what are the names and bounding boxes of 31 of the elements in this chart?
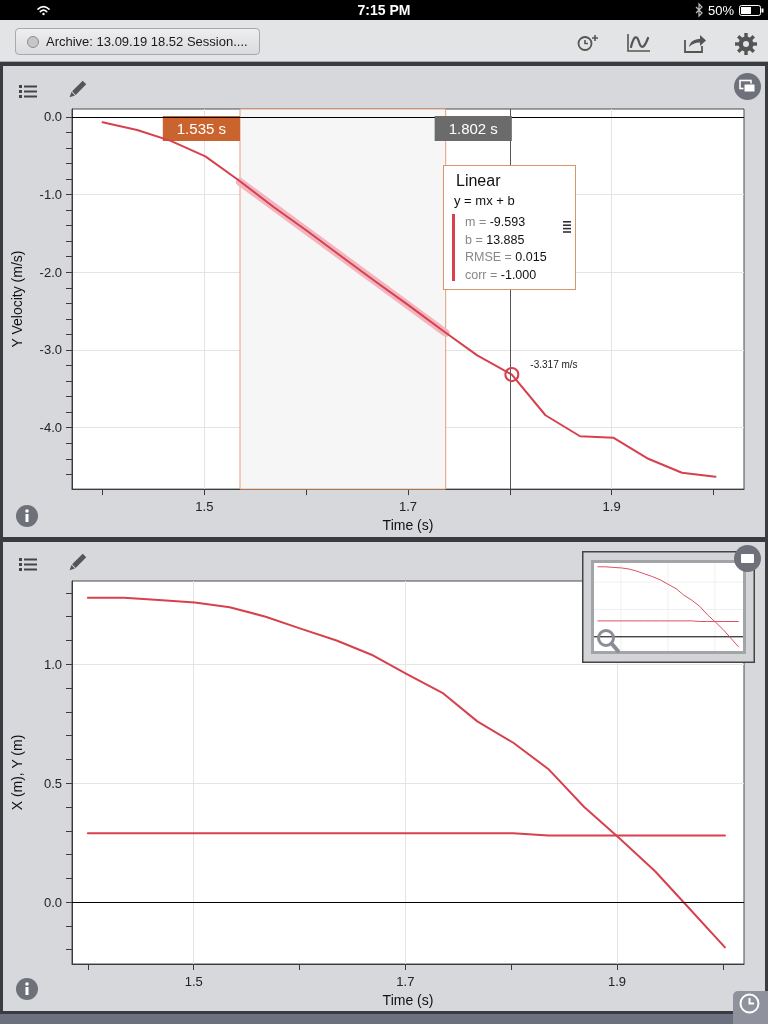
annotation: b = 13.885 [465, 232, 525, 247]
ref-line-label: 1.802 s [448, 120, 498, 137]
session-button: Archive: 13.09.19 18.52 Session.... [15, 28, 260, 55]
y-tick-label: 1.0 [43, 656, 62, 672]
band-label: 1.535 s [176, 120, 226, 137]
x-tick-label: 1.5 [184, 974, 203, 989]
x-tick-label: 1.7 [398, 499, 418, 515]
x-tick-label: 1.5 [195, 499, 214, 515]
text: 7:15 PM [357, 2, 411, 18]
x-tick-label: 1.9 [602, 499, 621, 515]
y-axis-title: X (m), Y (m) [9, 734, 25, 811]
y-tick-label: 0.0 [43, 894, 62, 910]
annotation: corr = -1.000 [465, 267, 537, 282]
text: 50% [708, 3, 735, 18]
annotation: y = mx + b [454, 193, 515, 208]
annotation: RMSE = 0.015 [465, 250, 547, 264]
y-axis-title: Y Velocity (m/s) [9, 250, 25, 348]
annotation: -3.317 m/s [530, 359, 578, 371]
annotation: Linear [456, 172, 501, 190]
x-tick-label: 1.7 [396, 974, 415, 989]
x-tick-label: 1.9 [607, 974, 627, 989]
annotation: m = -9.593 [465, 215, 526, 229]
y-tick-label: 0.5 [43, 775, 62, 791]
x-axis-title: Time (s) [382, 991, 434, 1008]
y-tick-label: -3.0 [39, 342, 62, 358]
y-tick-label: -4.0 [39, 420, 62, 436]
chart-title: Archive: 13.09.19 18.52 Session.... [46, 34, 248, 49]
y-tick-label: -1.0 [39, 187, 62, 202]
y-tick-label: 0.0 [43, 109, 62, 125]
y-tick-label: -2.0 [39, 264, 62, 280]
x-axis-title: Time (s) [382, 517, 434, 533]
